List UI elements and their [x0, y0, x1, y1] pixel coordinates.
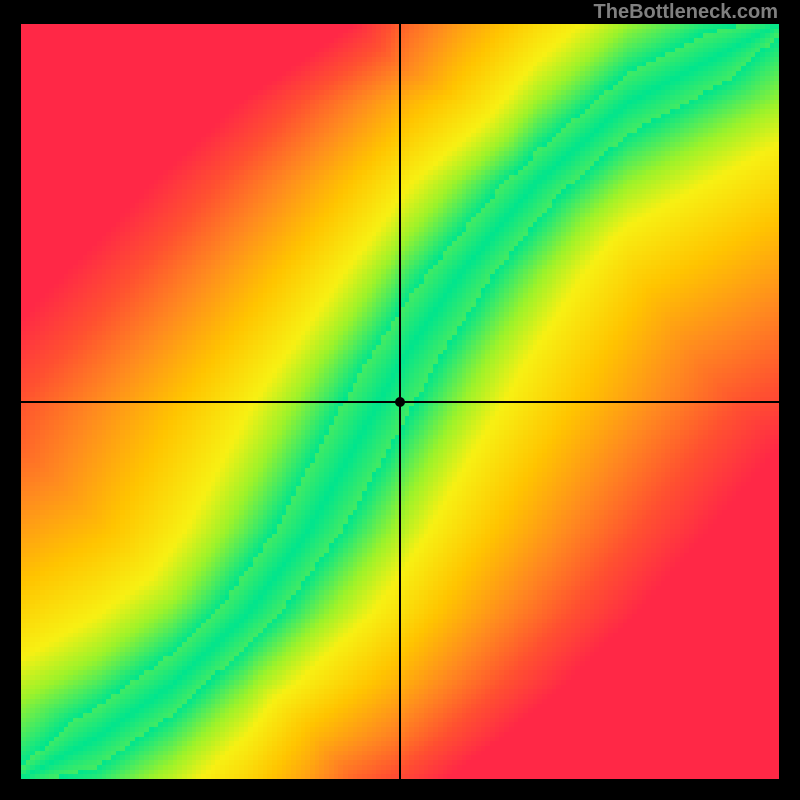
watermark-text: TheBottleneck.com [594, 1, 778, 24]
bottleneck-marker-point [395, 397, 405, 407]
chart-container: TheBottleneck.com [0, 0, 800, 800]
